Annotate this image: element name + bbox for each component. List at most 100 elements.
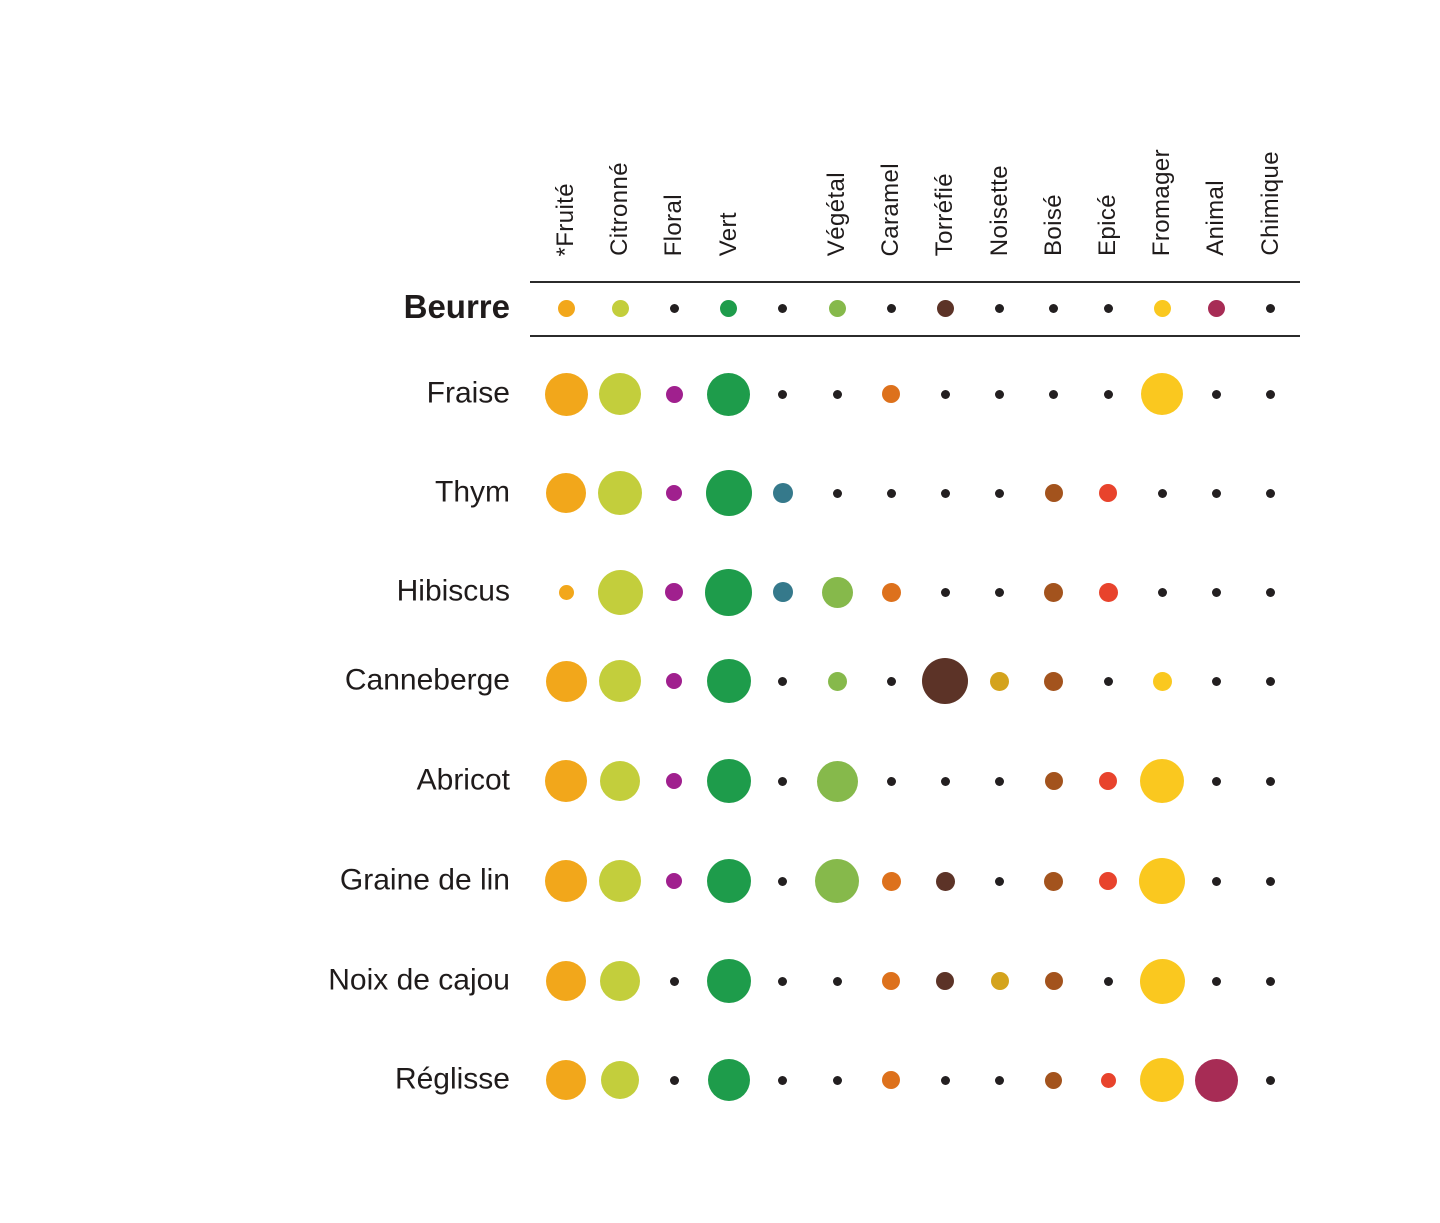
- dot-canneberge-fruite: [545, 660, 587, 702]
- dot-noix-de-cajou-epice: [1103, 976, 1113, 986]
- dot-hibiscus-epice: [1098, 582, 1118, 602]
- row-thym: Thym: [0, 463, 1440, 523]
- column-header-noisette: Noisette: [986, 165, 1014, 256]
- row-label-reglisse: Réglisse: [394, 1062, 510, 1096]
- dot-fraise-fruite: [544, 372, 588, 416]
- column-header-label: Torréfié: [931, 172, 959, 256]
- dot-thym-epice: [1099, 484, 1117, 502]
- dot-beurre-vert: [720, 299, 738, 317]
- dot-fraise-noisette: [995, 389, 1005, 399]
- dot-hibiscus-boise: [1044, 582, 1064, 602]
- column-header-label: Citronné: [606, 162, 634, 256]
- dot-reglisse-floral: [669, 1075, 679, 1085]
- row-label-beurre: Beurre: [403, 288, 510, 326]
- dot-beurre-boise: [1049, 303, 1059, 313]
- dot-canneberge-citronne: [599, 660, 642, 702]
- dot-canneberge-vegetal: [827, 671, 847, 691]
- dot-noix-de-cajou-vegetal: [832, 976, 842, 986]
- dot-noix-de-cajou-boise: [1044, 972, 1063, 990]
- dot-canneberge-caramel: [886, 676, 896, 686]
- column-header-label: Fromager: [1148, 148, 1176, 256]
- dot-hibiscus-fromager: [1157, 587, 1167, 597]
- dot-thym-vegetal: [832, 488, 842, 498]
- dot-abricot-animal: [1211, 776, 1221, 786]
- column-header-label: Floral: [660, 193, 688, 256]
- dot-graine-de-lin-vegetal: [815, 859, 859, 903]
- dot-noix-de-cajou-citronne: [600, 961, 641, 1001]
- dot-thym-col-5: [772, 483, 793, 503]
- row-fraise: Fraise: [0, 364, 1440, 424]
- dot-noix-de-cajou-noisette: [990, 972, 1009, 990]
- column-header-label: Noisette: [985, 164, 1013, 256]
- dot-beurre-fromager: [1153, 299, 1171, 317]
- dot-reglisse-citronne: [601, 1061, 640, 1099]
- dot-canneberge-epice: [1103, 676, 1113, 686]
- dot-graine-de-lin-caramel: [881, 871, 901, 891]
- column-header-epice: Epicé: [1094, 194, 1122, 256]
- dot-reglisse-torrefie: [940, 1075, 950, 1085]
- dot-graine-de-lin-citronne: [599, 860, 642, 902]
- row-label-noix-de-cajou: Noix de cajou: [328, 963, 510, 997]
- dot-canneberge-noisette: [990, 671, 1010, 691]
- row-abricot: Abricot: [0, 751, 1440, 811]
- dot-canneberge-animal: [1211, 676, 1221, 686]
- dot-graine-de-lin-epice: [1099, 872, 1117, 890]
- dot-reglisse-noisette: [995, 1075, 1005, 1085]
- dot-graine-de-lin-fromager: [1139, 858, 1186, 904]
- dot-abricot-vegetal: [816, 760, 858, 802]
- dot-abricot-boise: [1044, 772, 1063, 790]
- dot-canneberge-col-5: [778, 676, 788, 686]
- column-header-label: *Fruité: [552, 182, 579, 257]
- dot-beurre-caramel: [886, 303, 896, 313]
- dot-graine-de-lin-noisette: [995, 876, 1005, 886]
- dot-beurre-citronne: [611, 299, 629, 317]
- dot-thym-fromager: [1157, 488, 1167, 498]
- dot-hibiscus-torrefie: [940, 587, 950, 597]
- dot-graine-de-lin-chimique: [1266, 876, 1276, 886]
- column-header-label: Boisé: [1039, 193, 1067, 256]
- column-header-label: Végétal: [823, 171, 850, 256]
- dot-graine-de-lin-vert: [706, 859, 751, 903]
- dot-fraise-fromager: [1141, 373, 1184, 415]
- dot-canneberge-boise: [1044, 671, 1064, 691]
- dot-fraise-torrefie: [940, 389, 950, 399]
- dot-thym-caramel: [886, 488, 896, 498]
- dot-beurre-vegetal: [828, 299, 846, 317]
- column-header-label: Caramel: [877, 162, 905, 257]
- dot-canneberge-fromager: [1152, 671, 1172, 691]
- dot-hibiscus-vert: [705, 568, 753, 616]
- dot-abricot-caramel: [886, 776, 896, 786]
- dot-hibiscus-animal: [1211, 587, 1221, 597]
- dot-thym-animal: [1211, 488, 1221, 498]
- row-label-canneberge: Canneberge: [344, 663, 510, 697]
- dot-reglisse-caramel: [882, 1071, 901, 1089]
- column-header-caramel: Caramel: [877, 163, 905, 257]
- dot-fraise-animal: [1211, 389, 1221, 399]
- column-header-boise: Boisé: [1040, 194, 1068, 256]
- dot-abricot-epice: [1099, 772, 1117, 790]
- dot-abricot-vert: [706, 759, 751, 803]
- dot-reglisse-epice: [1100, 1072, 1116, 1088]
- dot-abricot-floral: [666, 773, 683, 789]
- column-header-animal: Animal: [1202, 180, 1230, 256]
- row-label-hibiscus: Hibiscus: [396, 574, 510, 608]
- column-header-floral: Floral: [660, 194, 688, 256]
- row-canneberge: Canneberge: [0, 651, 1440, 711]
- dot-noix-de-cajou-torrefie: [936, 972, 955, 990]
- dot-thym-vert: [705, 470, 752, 516]
- row-label-fraise: Fraise: [426, 376, 510, 410]
- dot-fraise-boise: [1049, 389, 1059, 399]
- dot-thym-torrefie: [940, 488, 950, 498]
- column-header-vert: Vert: [715, 212, 743, 256]
- dot-noix-de-cajou-caramel: [882, 972, 901, 990]
- dot-canneberge-floral: [666, 673, 683, 689]
- dot-canneberge-torrefie: [922, 658, 969, 704]
- dot-thym-boise: [1044, 484, 1063, 502]
- dot-beurre-noisette: [995, 303, 1005, 313]
- dot-thym-chimique: [1266, 488, 1276, 498]
- row-label-thym: Thym: [435, 475, 510, 509]
- dot-abricot-fruite: [545, 760, 587, 802]
- dot-fraise-floral: [665, 385, 683, 403]
- dot-abricot-fromager: [1140, 759, 1185, 803]
